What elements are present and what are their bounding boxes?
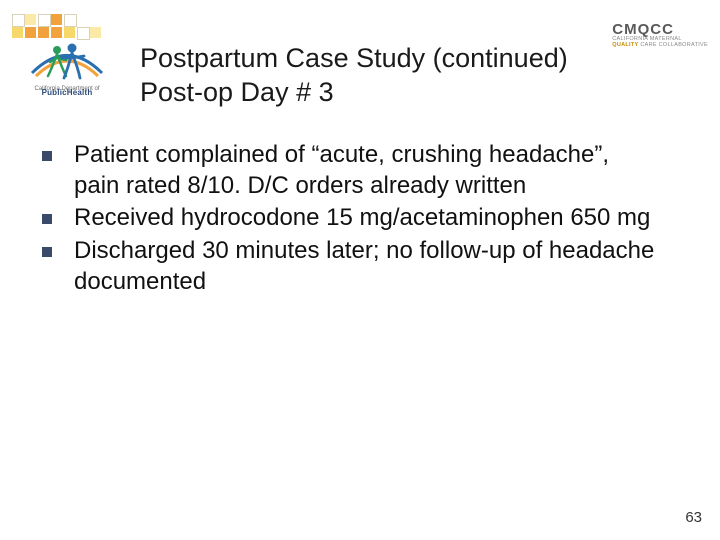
- slide-body: Patient complained of “acute, crushing h…: [42, 140, 660, 300]
- public-health-logo: California Department of PublicHealth: [22, 28, 112, 98]
- cmqcc-acronym: CMQCC: [612, 22, 708, 37]
- slide-title: Postpartum Case Study (continued) Post-o…: [140, 42, 590, 110]
- bullet-text: Discharged 30 minutes later; no follow-u…: [74, 236, 660, 297]
- list-item: Patient complained of “acute, crushing h…: [42, 140, 660, 201]
- cmqcc-line3: QUALITY CARE COLLABORATIVE: [612, 43, 708, 49]
- bullet-icon: [42, 214, 52, 224]
- list-item: Discharged 30 minutes later; no follow-u…: [42, 236, 660, 297]
- public-health-icon: [22, 28, 112, 83]
- decor-square: [64, 14, 77, 27]
- decor-square: [25, 14, 36, 25]
- cmqcc-logo: CMQCC CALIFORNIA MATERNAL QUALITY CARE C…: [612, 22, 708, 48]
- slide: California Department of PublicHealth CM…: [0, 0, 720, 540]
- page-number: 63: [685, 509, 702, 526]
- decor-square: [12, 14, 25, 27]
- decor-square: [38, 14, 51, 27]
- bullet-icon: [42, 151, 52, 161]
- title-line-2: Post-op Day # 3: [140, 77, 334, 107]
- title-line-1: Postpartum Case Study (continued): [140, 43, 568, 73]
- bullet-text: Received hydrocodone 15 mg/acetaminophen…: [74, 203, 650, 234]
- bullet-icon: [42, 247, 52, 257]
- cmqcc-quality: QUALITY: [612, 42, 638, 48]
- list-item: Received hydrocodone 15 mg/acetaminophen…: [42, 203, 660, 234]
- bullet-text: Patient complained of “acute, crushing h…: [74, 140, 660, 201]
- cmqcc-rest: CARE COLLABORATIVE: [639, 42, 708, 48]
- decor-square: [51, 14, 62, 25]
